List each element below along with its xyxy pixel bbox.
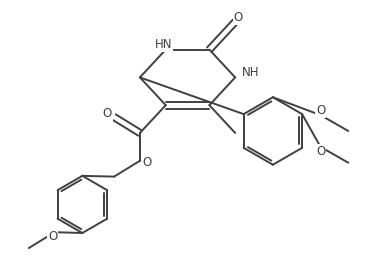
Text: O: O [316, 145, 325, 158]
Text: O: O [48, 230, 57, 244]
Text: HN: HN [155, 38, 173, 51]
Text: O: O [234, 11, 243, 23]
Text: O: O [316, 104, 325, 117]
Text: NH: NH [242, 66, 260, 79]
Text: O: O [102, 107, 111, 120]
Text: O: O [142, 156, 152, 169]
